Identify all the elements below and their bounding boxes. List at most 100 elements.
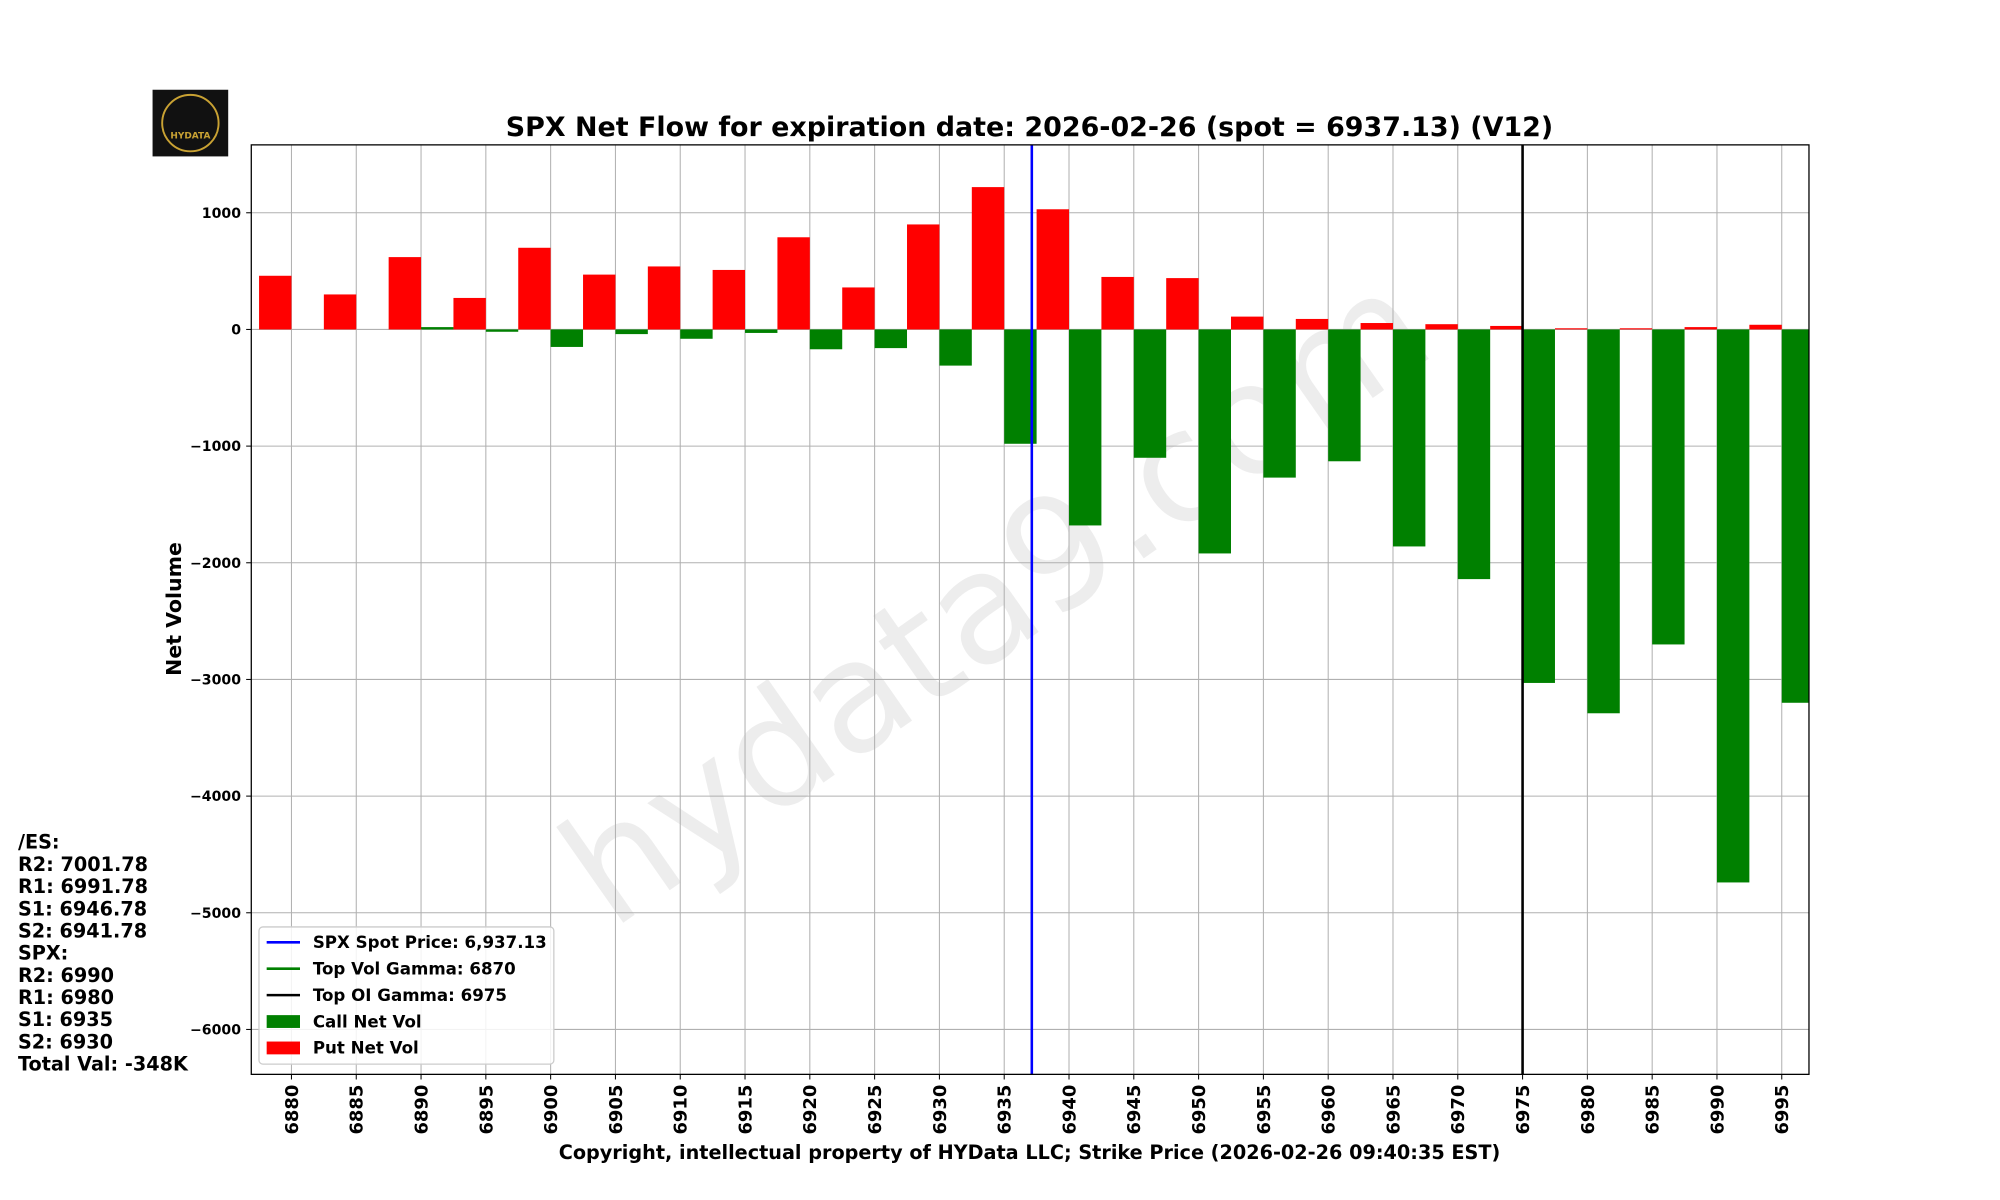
bar <box>388 257 422 330</box>
x-tick-label: 6925 <box>865 1085 886 1135</box>
legend-swatch <box>266 1015 300 1028</box>
bar <box>518 247 551 330</box>
chart-title: SPX Net Flow for expiration date: 2026-0… <box>506 112 1553 143</box>
bar <box>453 297 486 330</box>
bar <box>1457 329 1491 580</box>
bar <box>1392 329 1426 547</box>
bar <box>1522 329 1555 683</box>
bar <box>550 329 584 347</box>
bar <box>1295 318 1329 330</box>
side-panel-line: R2: 6990 <box>18 964 114 987</box>
legend: SPX Spot Price: 6,937.13 Top Vol Gamma: 6… <box>258 926 555 1065</box>
y-axis-label: Net Volume <box>162 542 186 676</box>
side-panel-line: SPX: <box>18 942 68 965</box>
bar <box>939 329 972 366</box>
bar <box>1425 324 1458 330</box>
x-tick-label: 6910 <box>671 1085 692 1135</box>
side-panel-line: S2: 6941.78 <box>18 919 147 942</box>
x-tick-label: 6900 <box>541 1085 562 1135</box>
bar <box>1587 329 1620 714</box>
legend-label: SPX Spot Price: 6,937.13 <box>313 933 547 952</box>
bar <box>874 329 908 349</box>
side-panel-line: R1: 6991.78 <box>18 875 148 898</box>
x-tick-label: 6975 <box>1513 1085 1534 1135</box>
y-tick-label: −1000 <box>190 439 241 455</box>
logo <box>152 89 229 157</box>
x-tick-label: 6920 <box>800 1085 821 1135</box>
y-tick-label: −2000 <box>190 556 241 572</box>
bar <box>1198 329 1231 554</box>
bar <box>421 327 454 330</box>
x-tick-label: 6880 <box>282 1085 303 1135</box>
x-tick-label: 6930 <box>930 1085 951 1135</box>
x-tick-label: 6960 <box>1319 1085 1340 1135</box>
x-axis-label: Copyright, intellectual property of HYDa… <box>559 1141 1501 1164</box>
x-tick-label: 6990 <box>1707 1085 1728 1135</box>
side-panel-line: S2: 6930 <box>18 1030 113 1053</box>
x-tick-label: 6890 <box>411 1085 432 1135</box>
side-panel-line: Total Val: -348K <box>18 1053 189 1076</box>
bar <box>259 275 292 330</box>
y-tick-label: −5000 <box>190 906 241 922</box>
bar <box>1716 329 1750 883</box>
side-panel-line: R1: 6980 <box>18 986 114 1009</box>
legend-label: Top OI Gamma: 6975 <box>313 986 507 1005</box>
bar <box>842 287 875 330</box>
plot-frame <box>250 144 1810 1075</box>
x-tick-label: 6970 <box>1448 1085 1469 1135</box>
bar <box>1036 209 1070 330</box>
bar <box>1781 329 1809 703</box>
side-panel-line: /ES: <box>18 831 60 854</box>
bar <box>777 237 810 330</box>
y-tick-label: −4000 <box>190 789 241 805</box>
bar <box>1749 324 1782 330</box>
legend-label: Top Vol Gamma: 6870 <box>313 959 516 978</box>
bar <box>1554 328 1588 330</box>
bar <box>1069 329 1102 526</box>
x-tick-label: 6985 <box>1643 1085 1664 1135</box>
bar <box>323 294 357 330</box>
bar <box>1133 329 1167 458</box>
x-tick-label: 6950 <box>1189 1085 1210 1135</box>
bar <box>1490 325 1523 330</box>
logo-ring <box>161 93 220 153</box>
x-tick-label: 6905 <box>606 1085 627 1135</box>
y-tick-label: 0 <box>231 323 241 339</box>
legend-label: Put Net Vol <box>313 1039 419 1058</box>
bar <box>971 187 1005 330</box>
legend-swatch <box>266 1041 300 1055</box>
side-panel-line: R2: 7001.78 <box>18 853 148 876</box>
bar <box>1328 329 1361 462</box>
x-tick-label: 6945 <box>1124 1085 1145 1135</box>
y-tick-label: −3000 <box>190 673 241 689</box>
bar <box>1684 327 1717 330</box>
legend-label: Call Net Vol <box>313 1012 422 1031</box>
bar <box>1360 323 1393 330</box>
bar <box>647 266 681 330</box>
bar <box>615 329 648 335</box>
side-panel-line: S1: 6946.78 <box>18 897 147 920</box>
x-tick-label: 6965 <box>1383 1085 1404 1135</box>
plot <box>259 144 1809 1075</box>
x-tick-label: 6940 <box>1059 1085 1080 1135</box>
bar <box>1619 328 1653 330</box>
bar <box>1166 278 1199 330</box>
y-tick-label: 1000 <box>202 206 241 222</box>
legend-box <box>258 926 555 1065</box>
x-tick-label: 6980 <box>1578 1085 1599 1135</box>
x-tick-label: 6895 <box>476 1085 497 1135</box>
bar <box>745 329 778 333</box>
bar <box>1230 316 1264 330</box>
bar <box>1101 276 1134 330</box>
bar <box>907 224 940 330</box>
x-tick-label: 6995 <box>1772 1085 1793 1135</box>
x-tick-label: 6885 <box>347 1085 368 1135</box>
x-tick-label: 6915 <box>735 1085 756 1135</box>
logo-text: HYDATA <box>170 131 210 141</box>
bar <box>712 269 746 330</box>
x-tick-label: 6935 <box>995 1085 1016 1135</box>
bar <box>1263 329 1296 478</box>
y-tick-label: −6000 <box>190 1023 241 1039</box>
